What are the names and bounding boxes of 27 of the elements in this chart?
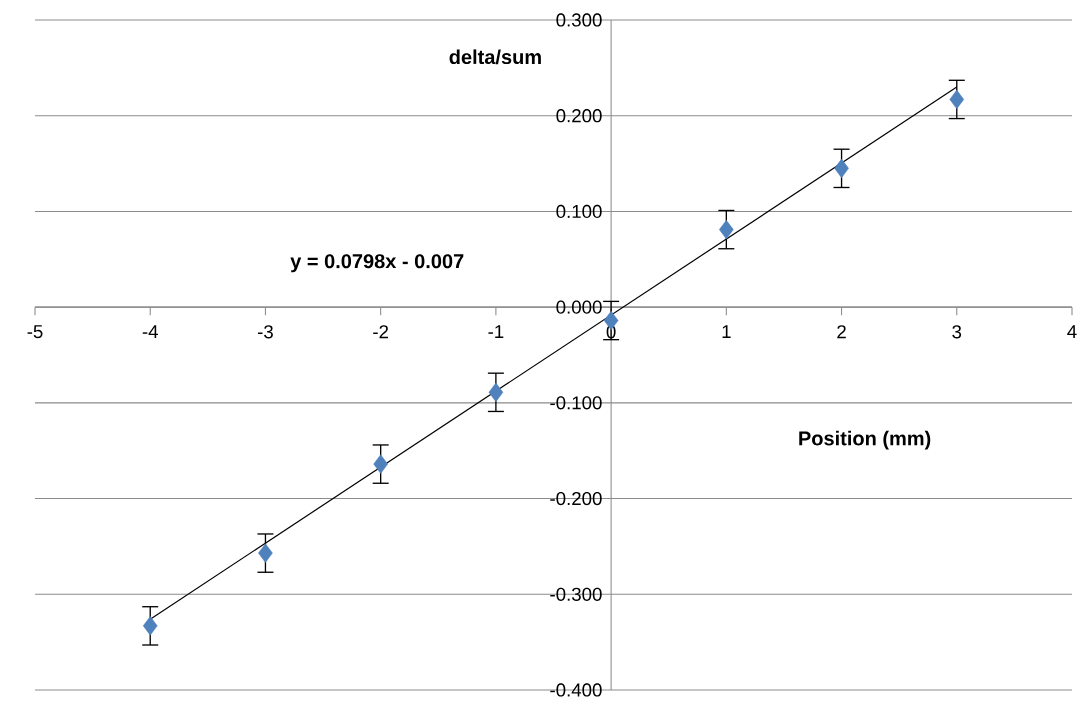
x-tick-label: -3 (257, 325, 273, 339)
x-tick-label: 4 (1067, 325, 1077, 339)
y-axis-title: delta/sum (449, 49, 541, 65)
x-tick-label: -1 (488, 325, 504, 339)
y-tick-label: 0.100 (556, 204, 602, 219)
x-tick-label: -5 (27, 325, 43, 339)
point (719, 220, 734, 240)
y-tick-label: -0.100 (550, 396, 602, 410)
point (258, 543, 273, 563)
y-tick-label: -0.300 (550, 587, 602, 601)
point (373, 454, 388, 474)
x-tick-label: 2 (837, 325, 846, 339)
y-tick-label: 0.200 (556, 109, 602, 123)
point (949, 89, 965, 110)
x-axis-title: Position (mm) (799, 430, 931, 450)
point (488, 382, 504, 402)
x-tick-label: -4 (142, 325, 158, 339)
y-tick-label: 0.000 (556, 300, 602, 314)
annotation: y = 0.0798x - 0.007 (290, 254, 464, 273)
y-tick-label: -0.400 (550, 683, 602, 697)
point (834, 158, 849, 178)
point (142, 616, 158, 636)
x-tick-label: 1 (722, 325, 731, 339)
y-tick-label: -0.200 (550, 491, 602, 506)
x-tick-label: 3 (952, 325, 962, 339)
y-tick-label: 0.300 (556, 13, 602, 27)
x-tick-label: -2 (373, 325, 389, 339)
